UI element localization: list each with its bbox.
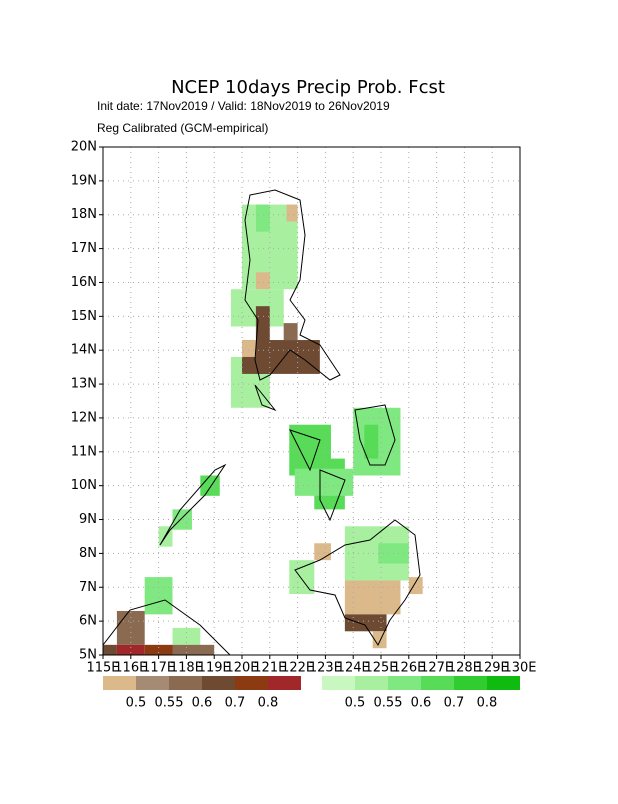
prob-cell xyxy=(242,340,256,357)
prob-cell xyxy=(283,323,298,341)
y-tick-label: 7N xyxy=(79,580,97,595)
cells xyxy=(103,204,423,655)
prob-cell xyxy=(294,468,354,496)
grid: 115E116E117E118E119E120E121E122E123E124E… xyxy=(71,140,537,676)
prob-cell xyxy=(172,627,201,645)
x-tick-label: 124E xyxy=(337,661,370,676)
x-tick-label: 115E xyxy=(86,661,119,676)
legend-swatch xyxy=(136,676,169,690)
y-tick-label: 16N xyxy=(71,275,97,290)
prob-cell xyxy=(286,204,298,222)
y-tick-label: 9N xyxy=(79,512,97,527)
y-tick-label: 10N xyxy=(71,478,97,493)
y-tick-label: 8N xyxy=(79,546,97,561)
x-tick-label: 119E xyxy=(198,661,231,676)
y-tick-label: 13N xyxy=(71,377,97,392)
prob-cell xyxy=(116,644,145,655)
legend-swatch xyxy=(235,676,268,690)
prob-cell xyxy=(255,272,270,290)
x-tick-label: 118E xyxy=(170,661,203,676)
prob-cell xyxy=(344,614,387,632)
legend-label: 0.6 xyxy=(192,696,213,711)
plot-frame xyxy=(102,146,521,656)
x-tick-label: 130E xyxy=(503,661,536,676)
x-tick-label: 128E xyxy=(448,661,481,676)
x-tick-label: 123E xyxy=(309,661,342,676)
legend-swatch xyxy=(202,676,235,690)
y-tick-label: 17N xyxy=(71,241,97,256)
y-tick-label: 19N xyxy=(71,173,97,188)
luzon xyxy=(244,189,341,381)
legend-label: 0.55 xyxy=(374,696,403,711)
x-tick-label: 122E xyxy=(281,661,314,676)
x-tick-label: 126E xyxy=(392,661,425,676)
y-tick-label: 11N xyxy=(71,444,97,459)
note: Reg Calibrated (GCM-empirical) xyxy=(97,121,268,135)
x-tick-label: 125E xyxy=(364,661,397,676)
legend-label: 0.7 xyxy=(444,696,465,711)
legend-swatch xyxy=(103,676,136,690)
prob-cell xyxy=(144,577,173,615)
legend-swatch xyxy=(169,676,202,690)
y-tick-label: 15N xyxy=(71,309,97,324)
prob-cell xyxy=(255,204,270,232)
coastlines xyxy=(102,189,421,656)
prob-cell xyxy=(103,644,117,655)
prob-cell xyxy=(364,424,379,459)
prob-cell xyxy=(314,543,331,561)
samar-leyte xyxy=(354,404,396,466)
legend-swatch xyxy=(322,676,355,690)
legend-swatch xyxy=(268,676,301,690)
y-tick-label: 14N xyxy=(71,343,97,358)
prob-cell xyxy=(172,509,192,530)
legend: 0.5 0.55 0.6 0.7 0.8 0.5 0.55 0.6 0.7 0.8 xyxy=(103,676,520,711)
legend-label: 0.5 xyxy=(345,696,366,711)
legend-swatch xyxy=(355,676,388,690)
subtitle: Init date: 17Nov2019 / Valid: 18Nov2019 … xyxy=(97,99,390,113)
prob-cell xyxy=(144,644,173,655)
legend-label: 0.8 xyxy=(477,696,498,711)
legend-swatch xyxy=(487,676,520,690)
mindoro xyxy=(254,384,277,412)
y-tick-label: 18N xyxy=(71,207,97,222)
x-tick-label: 116E xyxy=(114,661,147,676)
title: NCEP 10days Precip Prob. Fcst xyxy=(171,77,445,98)
legend-label: 0.5 xyxy=(126,696,147,711)
mindanao xyxy=(294,519,421,647)
prob-cell xyxy=(344,580,401,615)
prob-cell xyxy=(255,306,270,374)
palawan xyxy=(159,463,227,546)
x-tick-label: 117E xyxy=(142,661,175,676)
x-tick-label: 127E xyxy=(420,661,453,676)
legend-label: 0.8 xyxy=(258,696,279,711)
borneo xyxy=(102,599,231,656)
legend-label: 0.7 xyxy=(225,696,246,711)
negros xyxy=(319,469,346,522)
legend-swatch xyxy=(388,676,421,690)
prob-cell xyxy=(289,560,315,595)
prob-cell xyxy=(408,577,423,595)
y-tick-label: 6N xyxy=(79,614,97,629)
y-tick-label: 12N xyxy=(71,410,97,425)
y-tick-label: 5N xyxy=(79,648,97,663)
panay xyxy=(289,429,321,472)
x-tick-label: 129E xyxy=(476,661,509,676)
legend-label: 0.6 xyxy=(411,696,432,711)
legend-swatch xyxy=(421,676,454,690)
y-tick-label: 20N xyxy=(71,140,97,155)
legend-label: 0.55 xyxy=(155,696,184,711)
x-tick-label: 121E xyxy=(253,661,286,676)
x-tick-label: 120E xyxy=(225,661,258,676)
prob-cell xyxy=(172,644,215,655)
legend-swatch xyxy=(454,676,487,690)
